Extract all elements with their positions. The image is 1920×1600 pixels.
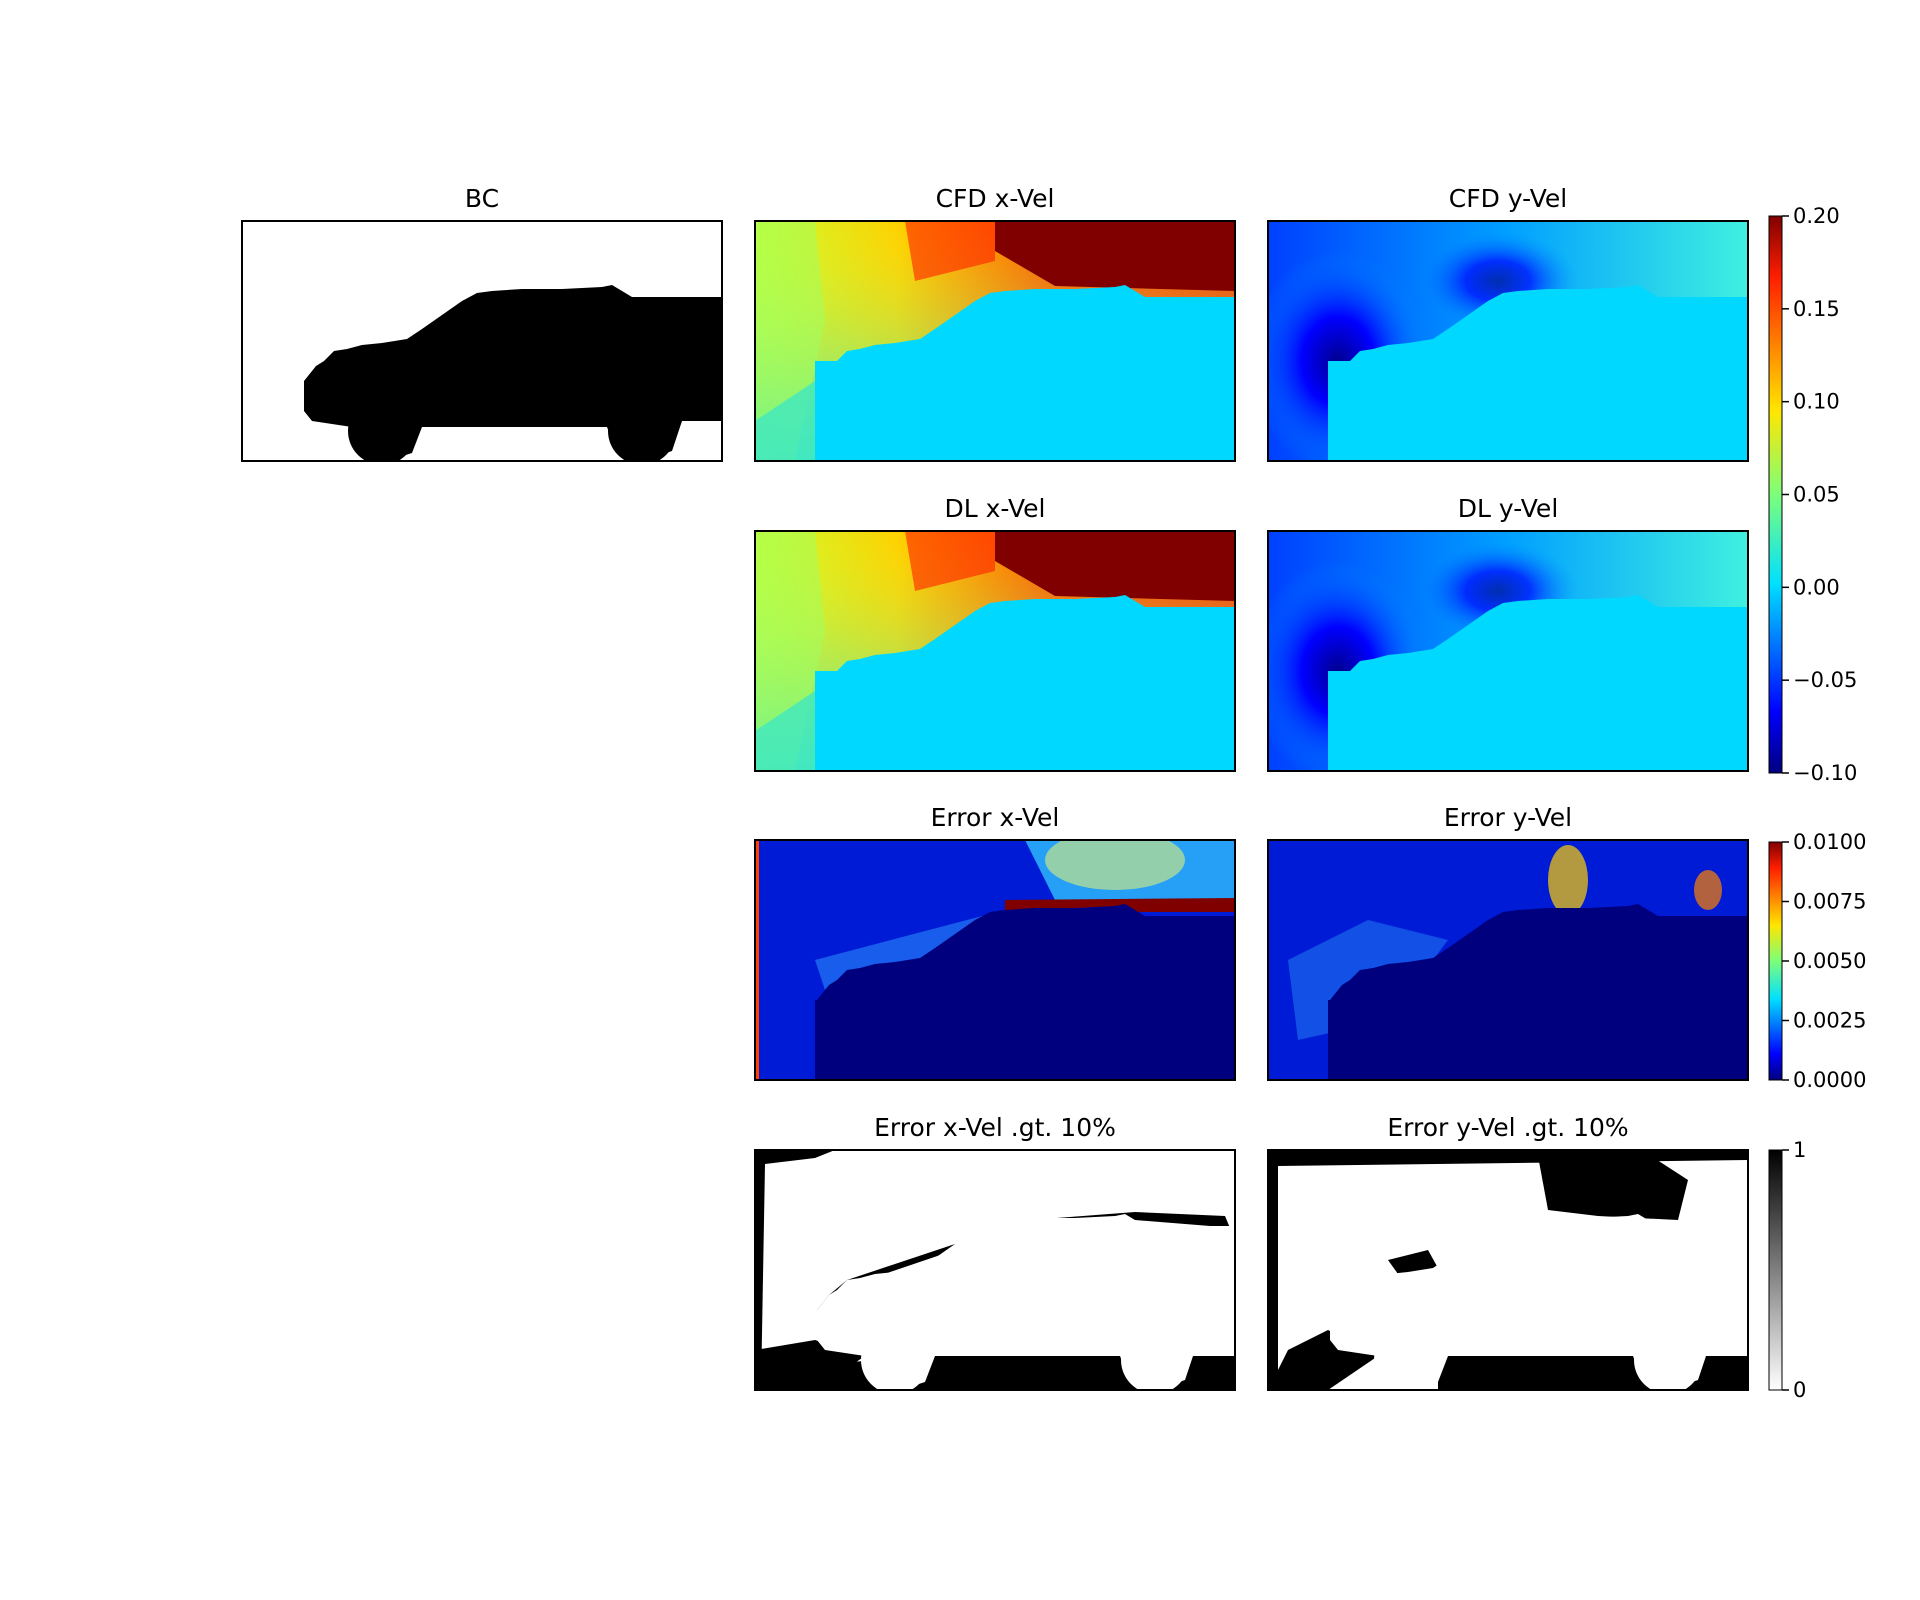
colorbar-tick-label: 0.10 [1793,390,1840,414]
colorbar-tick-label: −0.10 [1793,761,1857,785]
colorbar-velocity: 0.20 0.15 0.10 0.05 0.00 −0.05 −0.10 [1768,204,1857,785]
colorbar-tick-label: 0.05 [1793,483,1840,507]
colorbar-tick-label: 0.0075 [1793,890,1866,914]
panel-cfd-x-vel [754,220,1236,462]
panel-dl-x-vel [754,530,1236,772]
panel-error-y-vel-gt-10 [1267,1149,1749,1391]
title-dl-x-vel: DL x-Vel [945,494,1046,523]
colorbar-error: 0.0100 0.0075 0.0050 0.0025 0.0000 [1768,830,1866,1092]
title-cfd-x-vel: CFD x-Vel [936,184,1055,213]
panel-bc [241,220,723,462]
colorbar-binary: 10 [1768,1138,1806,1402]
colorbar-tick-label: 0.0025 [1793,1009,1866,1033]
colorbar-tick-label: 0.20 [1793,204,1840,228]
panel-error-y-vel [1267,839,1749,1081]
title-error-y-vel-gt-10: Error y-Vel .gt. 10% [1387,1113,1628,1142]
panel-dl-y-vel [1267,530,1749,772]
title-bc: BC [465,184,499,213]
title-error-x-vel-gt-10: Error x-Vel .gt. 10% [874,1113,1116,1142]
colorbar-tick-label: 0.15 [1793,297,1840,321]
colorbar-tick-label: 0.0100 [1793,830,1866,854]
colorbar-tick-label: 0.0000 [1793,1068,1866,1092]
title-cfd-y-vel: CFD y-Vel [1449,184,1567,213]
colorbar-tick-label: 0.00 [1793,575,1840,599]
colorbar-tick-label: 1 [1793,1138,1806,1162]
colorbar-tick-label: −0.05 [1793,668,1857,692]
colorbar-tick-label: 0.0050 [1793,949,1866,973]
colorbar-tick-label: 0 [1793,1378,1806,1402]
panel-error-x-vel-gt-10 [754,1149,1236,1391]
title-error-x-vel: Error x-Vel [931,803,1060,832]
panel-cfd-y-vel [1267,220,1749,462]
title-dl-y-vel: DL y-Vel [1458,494,1559,523]
panel-error-x-vel [754,839,1236,1081]
title-error-y-vel: Error y-Vel [1444,803,1572,832]
